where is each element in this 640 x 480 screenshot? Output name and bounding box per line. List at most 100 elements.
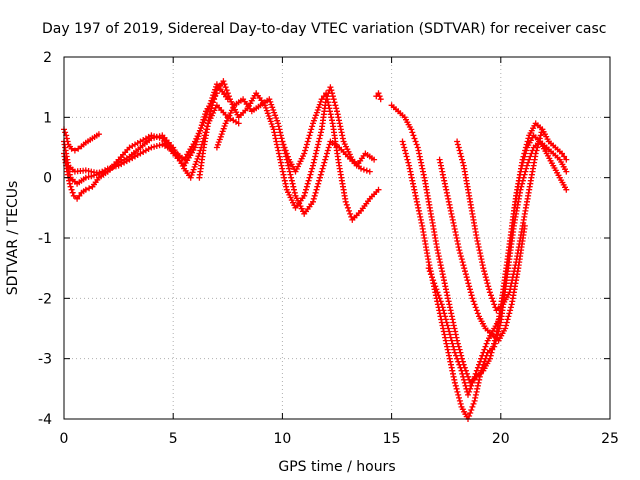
data-point (451, 346, 458, 353)
x-tick-label: 0 (60, 431, 69, 447)
data-point (409, 177, 416, 184)
x-tick-label: 15 (383, 431, 401, 447)
data-point (220, 125, 227, 132)
data-point (319, 165, 326, 172)
data-point (420, 168, 426, 175)
data-point (412, 138, 419, 145)
data-point (189, 169, 196, 176)
data-point (95, 131, 102, 138)
data-point (283, 183, 290, 190)
data-point (265, 113, 272, 119)
data-point (281, 177, 288, 184)
series-arc-6 (213, 96, 378, 217)
data-point (467, 286, 473, 293)
data-point (212, 93, 218, 100)
data-point (217, 133, 224, 140)
data-point (494, 331, 501, 338)
data-point (310, 117, 317, 124)
data-point (302, 189, 309, 196)
data-point (470, 376, 477, 383)
data-point (301, 150, 308, 157)
data-point (305, 177, 312, 184)
data-point (438, 301, 445, 308)
data-point (460, 262, 467, 269)
data-point (213, 144, 220, 151)
data-point (470, 400, 477, 407)
data-point (68, 145, 75, 152)
data-point (418, 162, 425, 169)
data-point (376, 93, 383, 100)
data-point (216, 136, 223, 143)
data-point (347, 210, 354, 217)
data-point (411, 135, 418, 142)
data-point (441, 310, 448, 317)
data-point (448, 210, 455, 217)
data-point (473, 367, 480, 374)
data-point (110, 164, 117, 171)
data-point (266, 115, 273, 122)
data-point (480, 265, 487, 272)
data-point (441, 177, 448, 184)
data-point (446, 352, 452, 359)
data-point (504, 316, 511, 323)
series-layer (61, 78, 570, 422)
data-point (274, 144, 281, 151)
data-point (520, 156, 527, 163)
data-point (474, 238, 481, 244)
data-point (485, 283, 492, 290)
data-point (313, 147, 320, 154)
data-point (277, 129, 284, 136)
data-point (284, 153, 291, 160)
data-point (474, 385, 481, 392)
data-point (308, 126, 315, 133)
x-tick-label: 20 (492, 431, 510, 447)
data-point (473, 307, 480, 314)
data-point (348, 213, 355, 220)
data-point (470, 298, 477, 305)
data-point (512, 262, 519, 269)
data-point (469, 295, 476, 302)
data-point (360, 166, 367, 173)
data-point (153, 143, 160, 149)
data-point (408, 171, 414, 178)
data-point (475, 244, 482, 250)
data-point (440, 307, 447, 314)
x-tick-label: 10 (273, 431, 291, 447)
data-point (509, 274, 516, 281)
data-point (456, 394, 462, 401)
data-point (194, 133, 201, 140)
data-point (450, 322, 457, 329)
data-point (63, 159, 70, 166)
data-point (453, 232, 459, 238)
data-point (503, 322, 509, 329)
data-point (275, 120, 281, 127)
data-point (511, 268, 518, 275)
data-point (483, 340, 490, 347)
data-point (467, 385, 474, 392)
data-point (466, 388, 473, 395)
data-point (444, 346, 451, 353)
data-point (304, 180, 311, 187)
data-point (311, 115, 318, 121)
data-point (331, 99, 338, 106)
data-point (447, 334, 454, 341)
data-point (279, 138, 286, 145)
data-point (458, 153, 465, 160)
data-point (303, 186, 309, 193)
data-point (310, 198, 316, 205)
data-point (278, 135, 285, 142)
data-point (448, 337, 455, 344)
series-arc-4 (63, 81, 231, 187)
data-point (88, 173, 95, 180)
data-point (286, 168, 293, 175)
data-point (471, 301, 478, 308)
data-point (377, 96, 384, 103)
y-tick-label: 0 (43, 171, 52, 187)
data-point (324, 147, 331, 154)
data-point (325, 144, 332, 151)
data-point (449, 316, 456, 323)
data-point (409, 129, 416, 136)
data-point (454, 337, 461, 344)
data-point (445, 198, 452, 205)
data-point (492, 340, 499, 347)
